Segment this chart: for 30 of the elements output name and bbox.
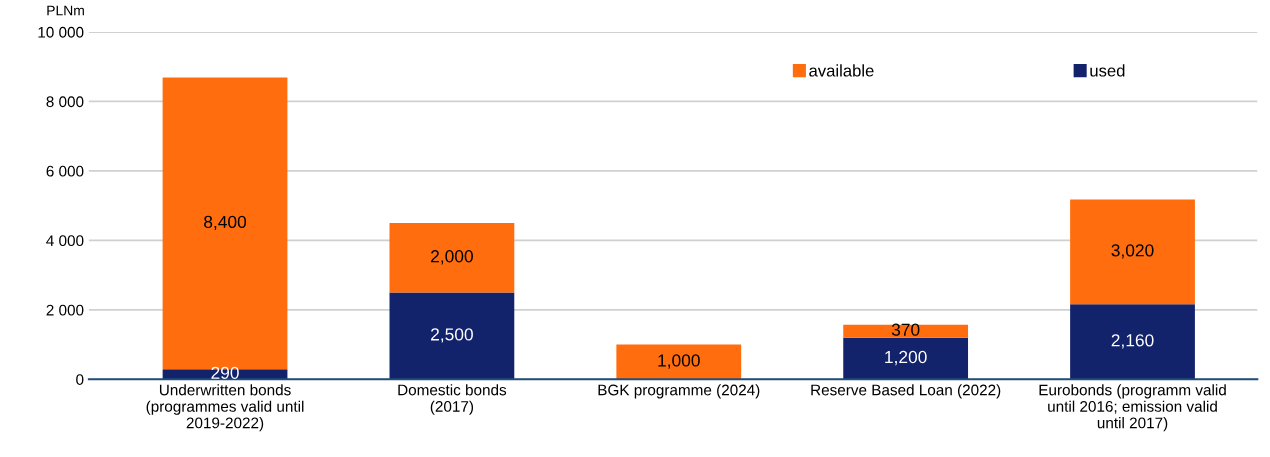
bar — [843, 337, 969, 380]
bar — [1070, 199, 1195, 305]
data-label: 2,160 — [1111, 334, 1154, 349]
data-label: 370 — [891, 323, 920, 336]
y-tick-label: 2 000 — [46, 304, 84, 316]
bar — [843, 324, 969, 338]
data-label: 2,500 — [431, 328, 473, 343]
bar — [389, 223, 515, 293]
legend-label: available — [809, 64, 874, 77]
data-label: 1,000 — [658, 354, 700, 369]
bar — [1070, 304, 1195, 380]
data-label: 8,400 — [204, 215, 247, 231]
legend-label: used — [1090, 64, 1125, 77]
data-label: 1,200 — [885, 350, 927, 366]
y-tick-label: 4 000 — [46, 235, 84, 247]
bar — [389, 292, 515, 380]
data-label: 3,020 — [1111, 244, 1154, 259]
bar — [616, 344, 742, 380]
y-tick-label: 8 000 — [46, 96, 84, 108]
data-label: 2,000 — [431, 250, 473, 265]
x-tick-label: BGK programme (2024) — [598, 384, 760, 399]
y-tick-label: 10 000 — [38, 26, 84, 38]
x-tick-label: Eurobonds (programm valid until 2016; emission valid until 2017) — [1039, 384, 1226, 432]
data-label: 290 — [211, 366, 239, 379]
y-tick-label: 6 000 — [46, 165, 84, 177]
x-tick-label: Domestic bonds (2017) — [398, 384, 507, 415]
y-axis-title: PLNm — [47, 5, 84, 16]
y-tick-label: 0 — [76, 374, 84, 385]
x-tick-label: Reserve Based Loan (2022) — [811, 384, 1001, 399]
x-tick-label: Underwritten bonds (programmes valid until 2019-2022) — [146, 384, 304, 432]
